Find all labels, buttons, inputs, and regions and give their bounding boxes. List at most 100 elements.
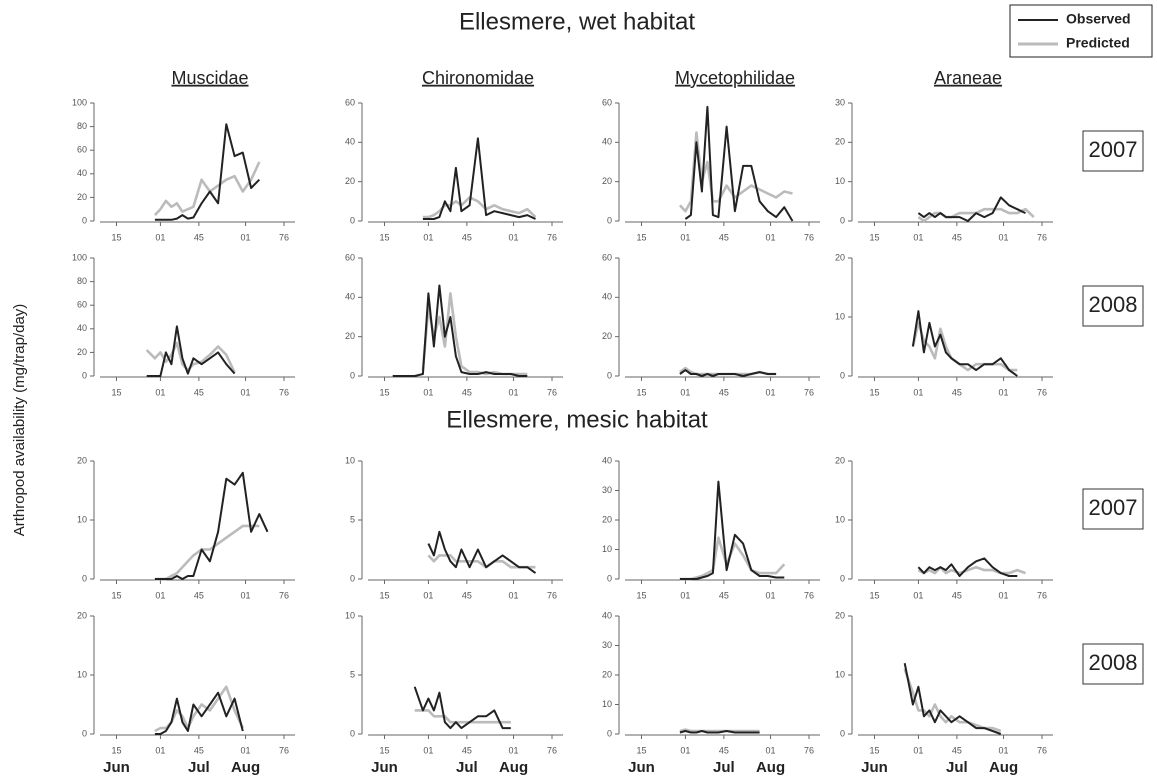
x-tick-label: 45 [462,232,472,242]
y-tick-label: 20 [602,514,612,524]
x-tick-label: 01 [241,745,251,755]
y-tick-label: 0 [840,215,845,225]
y-tick-label: 10 [602,544,612,554]
x-tick-label: 15 [111,232,121,242]
x-tick-label: 15 [379,232,389,242]
x-tick-label: 76 [1037,387,1047,397]
predicted-line [154,524,260,581]
y-tick-label: 10 [602,699,612,709]
y-tick-label: 40 [602,137,612,147]
section-title: Ellesmere, mesic habitat [446,406,708,433]
column-header: Mycetophilidae [675,68,795,88]
x-tick-label: 45 [194,232,204,242]
y-tick-label: 20 [602,669,612,679]
x-tick-label: 15 [636,590,646,600]
x-tick-label: 45 [462,387,472,397]
y-tick-label: 20 [835,610,845,620]
x-tick-label: 01 [155,387,165,397]
panel: 0 20 40 60 80 100 15 01 45 01 76 [72,252,295,397]
x-tick-label: 45 [952,745,962,755]
y-tick-label: 0 [82,370,87,380]
x-tick-label: 76 [1037,745,1047,755]
y-tick-label: 80 [77,276,87,286]
y-tick-label: 20 [77,610,87,620]
observed-line [413,686,511,730]
y-tick-label: 0 [82,728,87,738]
y-tick-label: 0 [350,370,355,380]
panel: 0 20 40 60 80 100 15 01 45 01 76 [72,97,295,242]
observed-line [392,284,528,377]
year-label: 2007 [1089,495,1138,520]
y-tick-label: 60 [345,97,355,107]
y-tick-label: 30 [835,97,845,107]
y-tick-label: 10 [835,311,845,321]
y-tick-label: 40 [345,292,355,302]
y-tick-label: 60 [602,97,612,107]
x-tick-label: 15 [379,387,389,397]
y-tick-label: 20 [835,455,845,465]
predicted-line [427,554,536,569]
x-tick-label: 76 [804,745,814,755]
panel: 0 20 40 60 15 01 45 01 76 [345,252,563,397]
x-tick-label: 15 [636,745,646,755]
x-tick-label: 45 [194,387,204,397]
legend-label: Predicted [1066,35,1130,51]
y-axis-title: Arthropod availability (mg/trap/day) [11,304,28,537]
y-tick-label: 10 [835,514,845,524]
y-tick-label: 20 [77,347,87,357]
y-tick-label: 0 [350,573,355,583]
y-tick-label: 10 [345,455,355,465]
legend: Observed Predicted [1009,4,1153,58]
x-tick-label: 01 [999,590,1009,600]
y-tick-label: 0 [82,215,87,225]
y-tick-label: 40 [345,137,355,147]
y-tick-label: 10 [77,669,87,679]
y-tick-label: 0 [350,215,355,225]
section-title: Ellesmere, wet habitat [459,8,695,35]
month-label: Jul [456,759,478,776]
y-tick-label: 60 [602,252,612,262]
month-label: Jun [103,759,130,776]
observed-line [154,471,269,580]
observed-line [679,730,760,734]
panel: 0 5 10 15 01 45 01 76 Jun Jul Aug [345,610,563,776]
x-tick-label: 76 [279,232,289,242]
x-tick-label: 76 [547,590,557,600]
observed-line [917,196,1026,222]
y-tick-label: 0 [840,573,845,583]
x-tick-label: 45 [194,590,204,600]
x-tick-label: 01 [766,745,776,755]
x-tick-label: 45 [952,232,962,242]
x-tick-label: 01 [766,590,776,600]
x-tick-label: 76 [279,745,289,755]
y-tick-label: 10 [835,669,845,679]
y-tick-label: 0 [607,573,612,583]
y-tick-label: 80 [77,121,87,131]
x-tick-label: 15 [636,232,646,242]
x-tick-label: 76 [804,232,814,242]
observed-line [427,530,537,574]
x-tick-label: 45 [462,590,472,600]
observed-line [684,105,794,222]
x-tick-label: 15 [111,590,121,600]
panel: 0 10 20 30 40 15 01 45 01 76 [602,455,820,600]
column-header: Muscidae [171,68,248,88]
x-tick-label: 01 [766,387,776,397]
observed-line [146,325,236,377]
legend-label: Observed [1066,11,1131,27]
x-tick-label: 01 [913,387,923,397]
month-label: Jun [371,759,398,776]
x-tick-label: 01 [680,387,690,397]
y-tick-label: 60 [77,145,87,155]
x-tick-label: 01 [509,590,519,600]
y-tick-label: 20 [345,331,355,341]
legend-box [1009,4,1153,58]
y-tick-label: 20 [77,192,87,202]
observed-line [903,663,1002,735]
year-box [1082,643,1144,685]
x-tick-label: 01 [999,745,1009,755]
year-label: 2007 [1089,137,1138,162]
x-tick-label: 15 [869,590,879,600]
observed-line [422,137,536,220]
